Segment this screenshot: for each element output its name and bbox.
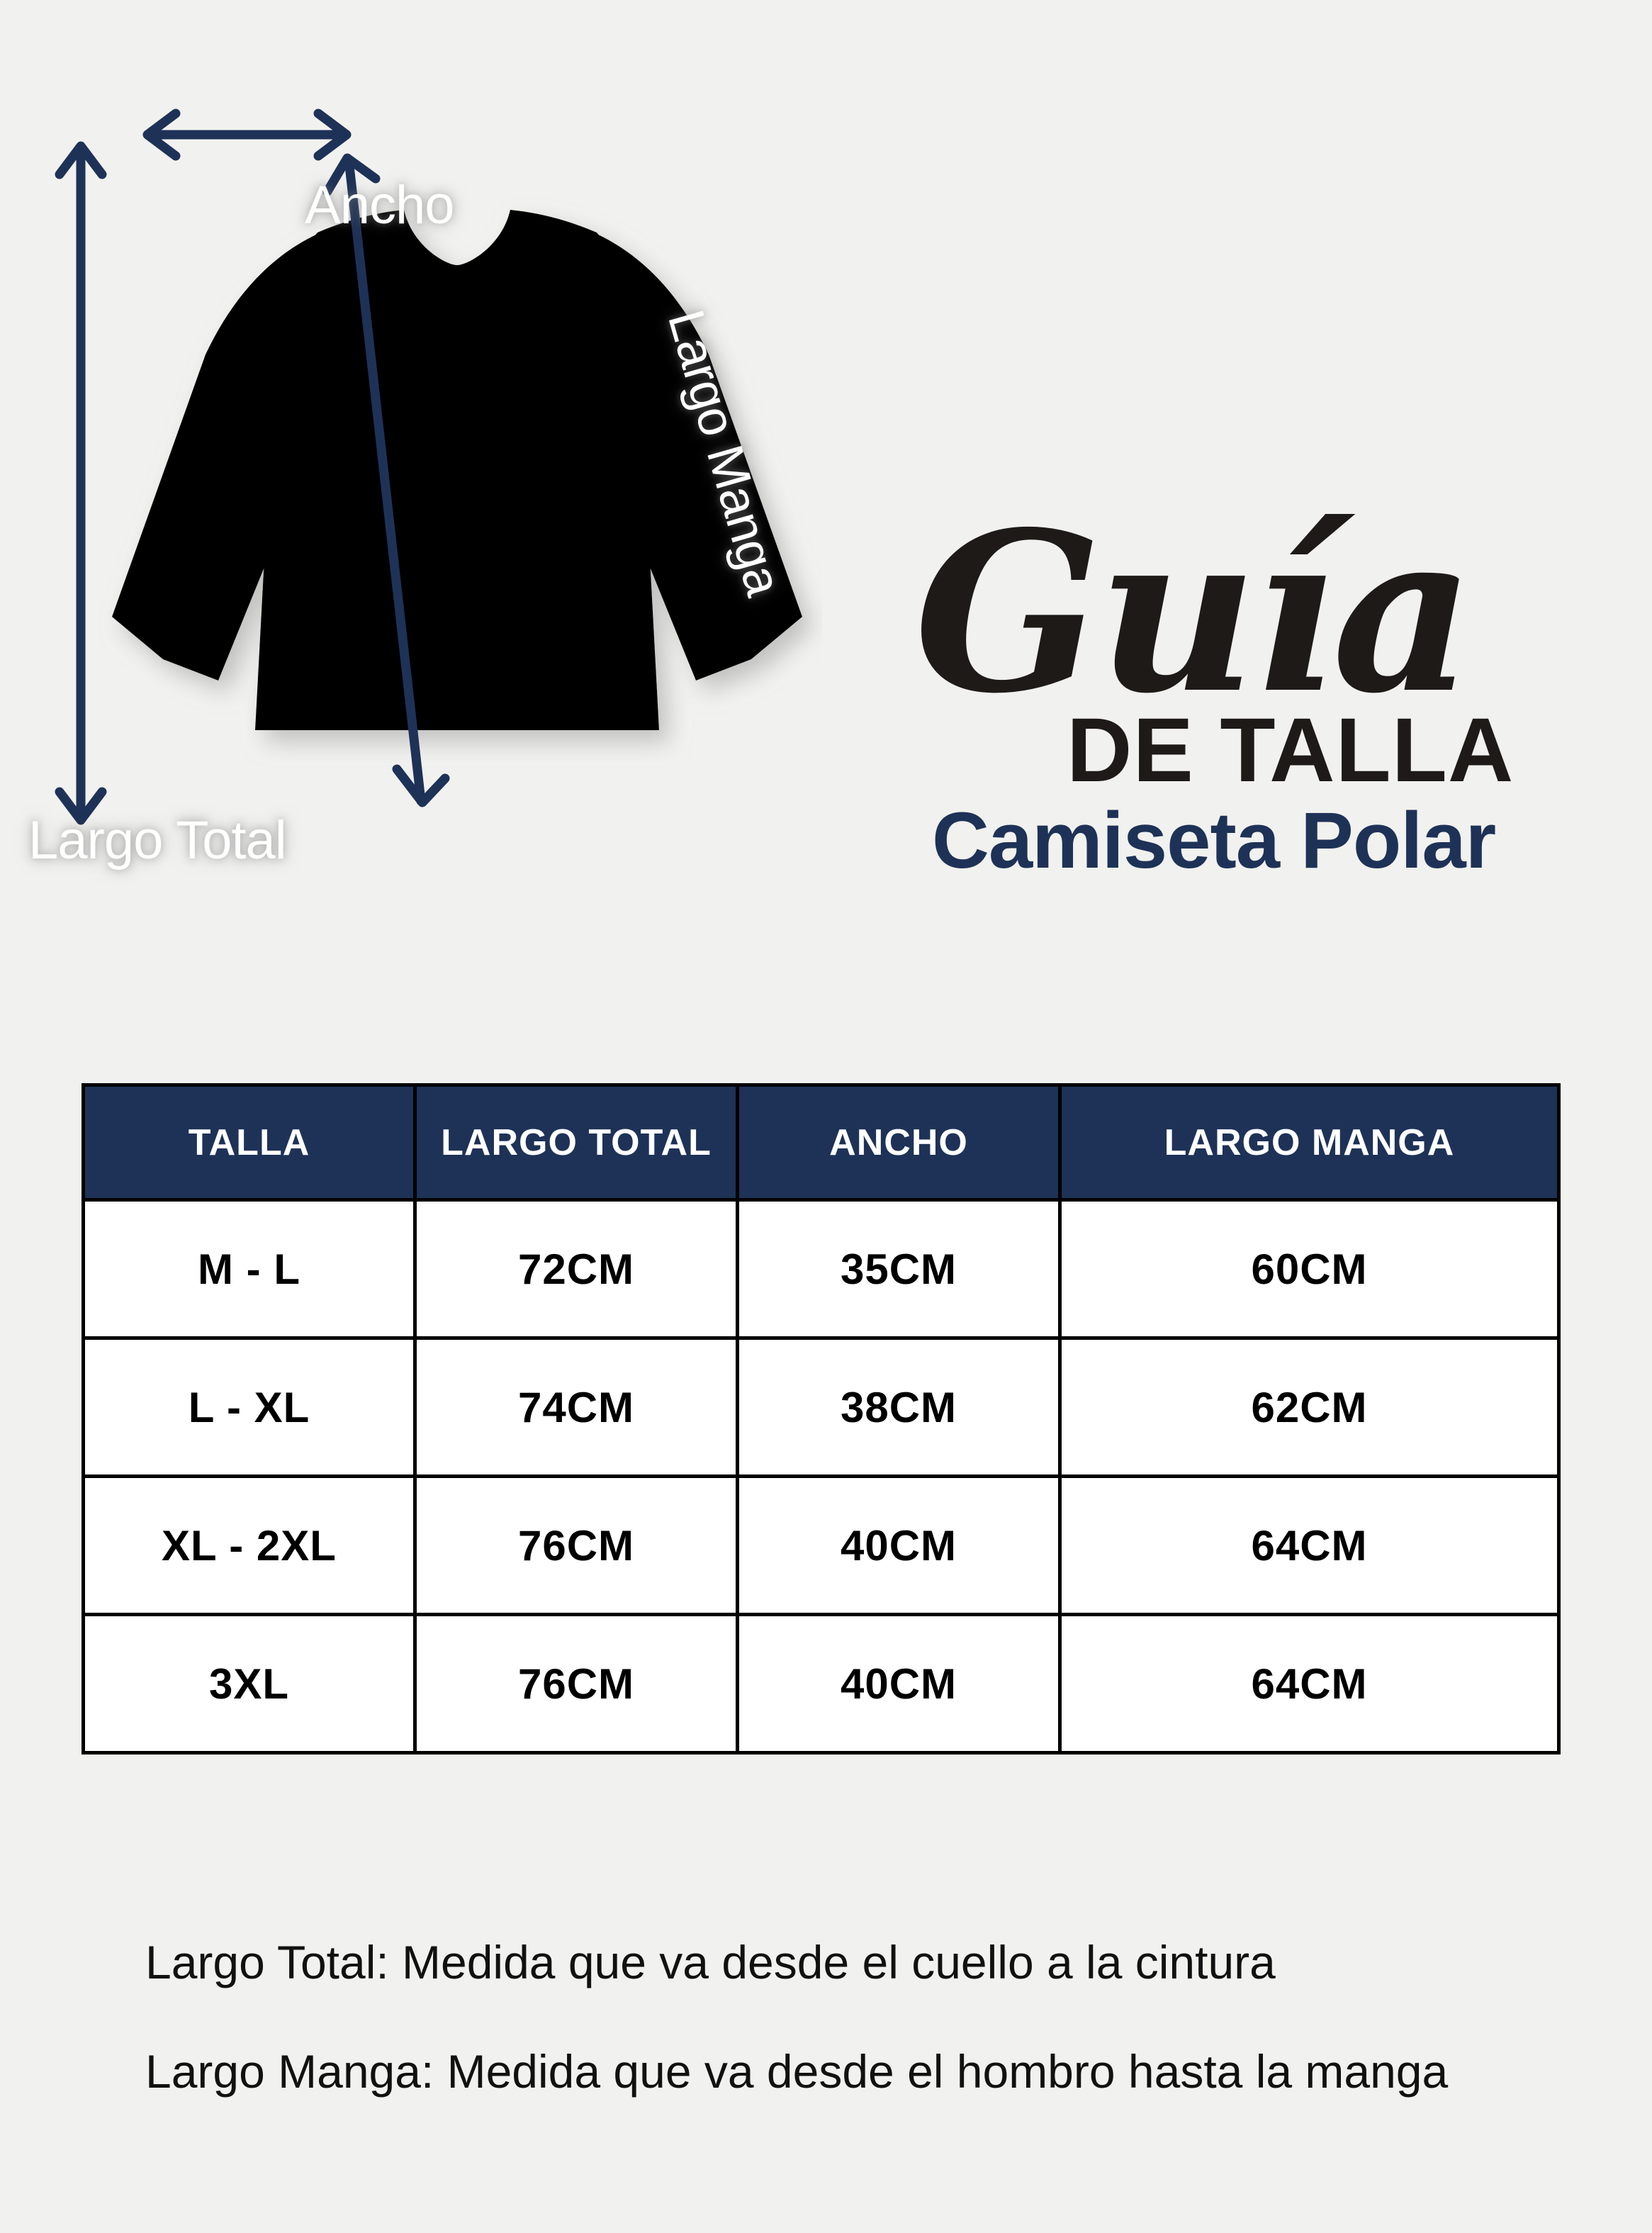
cell-largo-total: 76CM (413, 1613, 739, 1754)
table-row: XL - 2XL 76CM 40CM 64CM (82, 1474, 1561, 1616)
label-ancho: Ancho (305, 175, 454, 235)
cell-ancho: 35CM (736, 1198, 1062, 1340)
cell-largo-manga: 64CM (1058, 1474, 1561, 1616)
cell-largo-manga: 64CM (1058, 1613, 1561, 1754)
note-largo-manga: Largo Manga: Medida que va desde el homb… (145, 2045, 1449, 2098)
cell-talla: L - XL (82, 1336, 417, 1478)
largo-manga-arrow (322, 153, 450, 807)
ancho-arrow (142, 108, 352, 161)
table-row: L - XL 74CM 38CM 62CM (82, 1336, 1561, 1478)
largo-total-arrow (55, 141, 107, 825)
title-block: Guía DE TALLA Camiseta Polar (914, 484, 1623, 885)
table-row: M - L 72CM 35CM 60CM (82, 1198, 1561, 1340)
column-header-talla: TALLA (82, 1083, 417, 1202)
cell-largo-total: 76CM (413, 1474, 739, 1616)
cell-ancho: 38CM (736, 1336, 1062, 1478)
cell-largo-total: 74CM (413, 1336, 739, 1478)
notes-block: Largo Total: Medida que va desde el cuel… (145, 1939, 1563, 2157)
shirt-silhouette-icon (112, 210, 802, 730)
column-header-largo-total: LARGO TOTAL (413, 1083, 739, 1202)
cell-largo-total: 72CM (413, 1198, 739, 1340)
column-header-ancho: ANCHO (736, 1083, 1062, 1202)
hero-illustration: Ancho Largo Total Largo Manga (0, 0, 1652, 992)
size-chart-table: TALLA LARGO TOTAL ANCHO LARGO MANGA M - … (82, 1083, 1561, 1754)
product-name: Camiseta Polar (932, 796, 1496, 885)
label-largo-total: Largo Total (28, 810, 287, 871)
page-subtitle: DE TALLA (1067, 700, 1515, 802)
table-header-row: TALLA LARGO TOTAL ANCHO LARGO MANGA (82, 1083, 1561, 1202)
cell-largo-manga: 60CM (1058, 1198, 1561, 1340)
cell-talla: M - L (82, 1198, 417, 1340)
cell-ancho: 40CM (736, 1613, 1062, 1754)
cell-ancho: 40CM (736, 1474, 1062, 1616)
column-header-largo-manga: LARGO MANGA (1058, 1083, 1561, 1202)
measurement-arrows (55, 108, 450, 825)
note-largo-total: Largo Total: Medida que va desde el cuel… (145, 1936, 1276, 1988)
cell-largo-manga: 62CM (1058, 1336, 1561, 1478)
page-title: Guía (914, 484, 1475, 742)
cell-talla: XL - 2XL (82, 1474, 417, 1616)
table-row: 3XL 76CM 40CM 64CM (82, 1613, 1561, 1754)
cell-talla: 3XL (82, 1613, 417, 1754)
